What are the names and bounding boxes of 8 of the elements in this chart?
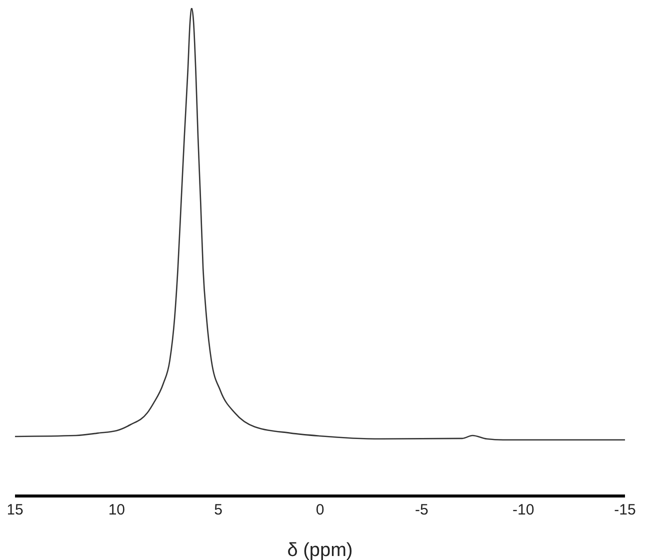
x-tick-label: 15 — [6, 502, 24, 519]
x-tick-label: -10 — [512, 502, 534, 519]
x-axis-title: δ (ppm) — [287, 540, 353, 560]
x-tick-label: 0 — [316, 502, 324, 519]
x-tick-label: -15 — [614, 502, 636, 519]
x-tick-label: 10 — [108, 502, 126, 519]
x-tick-label: -5 — [414, 502, 428, 519]
x-tick-label: 5 — [214, 502, 223, 519]
